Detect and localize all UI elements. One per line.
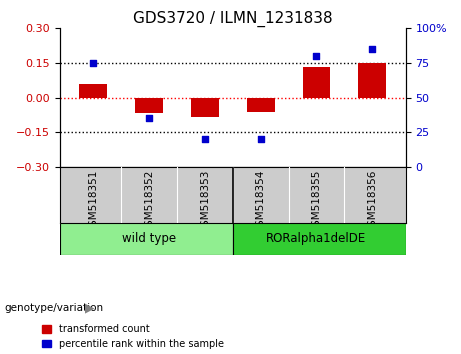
Text: wild type: wild type (122, 232, 176, 245)
Text: ▶: ▶ (85, 302, 95, 314)
Bar (191, 98, 219, 117)
Bar (358, 63, 386, 98)
Bar (135, 98, 163, 113)
Bar (60, 223, 233, 255)
Legend: transformed count, percentile rank within the sample: transformed count, percentile rank withi… (42, 324, 224, 349)
Point (313, 53, 320, 59)
Point (90, 60, 97, 66)
Text: RORalpha1delDE: RORalpha1delDE (266, 232, 366, 245)
Point (368, 46, 376, 52)
Point (257, 136, 264, 142)
Point (201, 136, 209, 142)
Bar (79, 84, 107, 98)
Text: GSM518353: GSM518353 (200, 170, 210, 233)
Title: GDS3720 / ILMN_1231838: GDS3720 / ILMN_1231838 (133, 11, 333, 27)
Bar (302, 67, 331, 98)
Text: GSM518356: GSM518356 (367, 170, 377, 233)
Text: GSM518352: GSM518352 (144, 170, 154, 233)
Text: GSM518351: GSM518351 (89, 170, 98, 233)
Point (146, 116, 153, 121)
Text: GSM518355: GSM518355 (312, 170, 321, 233)
Bar (233, 223, 406, 255)
Bar (247, 98, 275, 112)
Text: genotype/variation: genotype/variation (5, 303, 104, 313)
Text: GSM518354: GSM518354 (256, 170, 266, 233)
